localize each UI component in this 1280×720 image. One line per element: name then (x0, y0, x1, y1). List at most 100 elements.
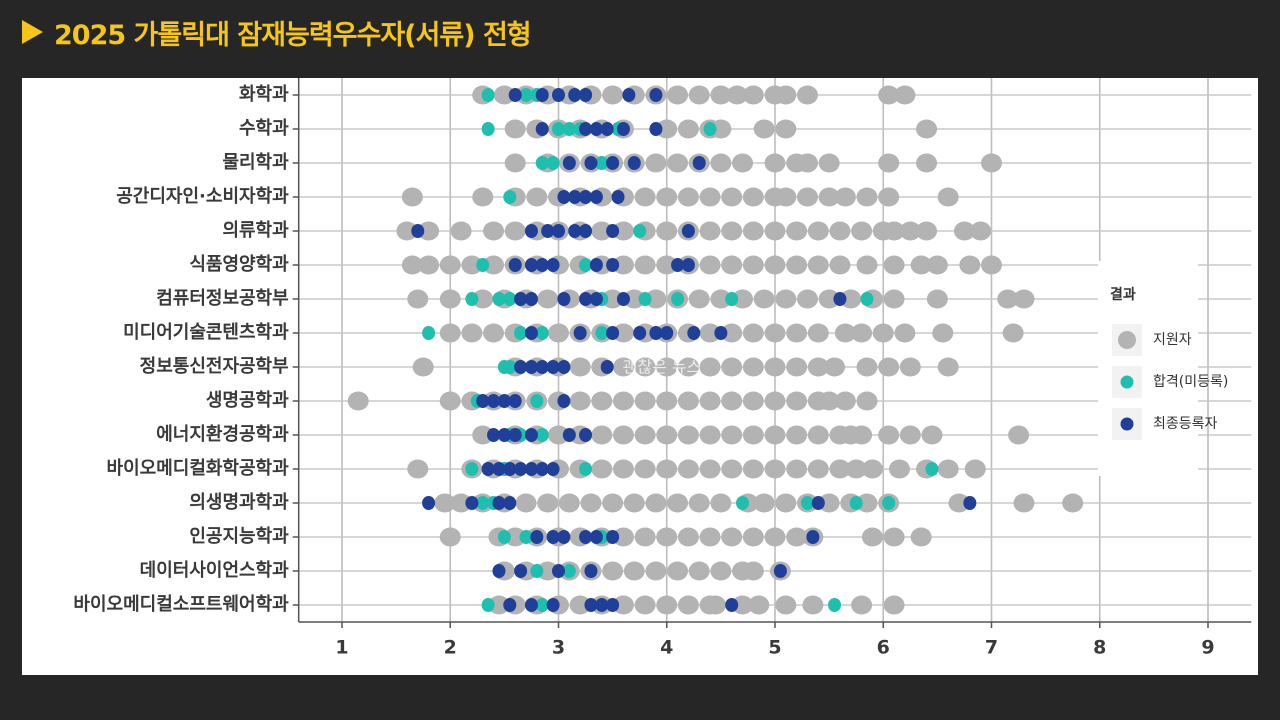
point (878, 357, 900, 377)
point (899, 357, 921, 377)
point (710, 561, 732, 581)
point (546, 360, 560, 374)
y-tick-label: 컴퓨터정보공학부 (156, 287, 288, 309)
point (732, 595, 754, 615)
point (851, 425, 873, 445)
point (699, 527, 721, 547)
y-tick-label: 의류학과 (222, 219, 289, 241)
point (916, 119, 938, 139)
point (569, 357, 591, 377)
point (726, 85, 748, 105)
point (535, 88, 549, 102)
point (786, 459, 808, 479)
point (688, 85, 710, 105)
point (548, 425, 569, 445)
point (537, 289, 559, 309)
point (612, 357, 634, 377)
point (612, 323, 634, 343)
point (807, 255, 829, 275)
point (347, 391, 369, 411)
point (899, 221, 921, 241)
point (775, 187, 797, 207)
point (851, 221, 873, 241)
point (710, 119, 732, 139)
point (721, 323, 743, 343)
x-tick-label: 5 (768, 637, 781, 659)
point (530, 530, 544, 544)
point (677, 391, 699, 411)
point (677, 527, 699, 547)
point (535, 462, 549, 476)
point (796, 153, 818, 173)
point (634, 527, 656, 547)
point (742, 459, 764, 479)
point (688, 561, 710, 581)
point (476, 394, 490, 408)
point (503, 292, 517, 306)
point (645, 153, 667, 173)
point (535, 122, 549, 136)
point (953, 221, 975, 241)
point (422, 496, 436, 510)
point (764, 323, 786, 343)
point (633, 326, 647, 340)
point (725, 292, 739, 306)
point (818, 153, 840, 173)
point (418, 221, 440, 241)
point (634, 459, 656, 479)
y-tick-label: 바이오메디컬소프트웨어학과 (73, 593, 289, 615)
point (602, 561, 624, 581)
point (667, 85, 689, 105)
point (878, 85, 900, 105)
point (703, 122, 717, 136)
point (721, 459, 743, 479)
point (546, 598, 560, 612)
point (725, 598, 739, 612)
point (579, 190, 593, 204)
point (600, 122, 614, 136)
x-tick-label: 2 (444, 637, 457, 659)
point (807, 323, 829, 343)
y-tick-label: 식품영양학과 (189, 253, 289, 275)
point (970, 221, 992, 241)
point (742, 221, 764, 241)
point (656, 595, 678, 615)
point (519, 88, 533, 102)
y-tick-label: 생명공학과 (206, 389, 289, 411)
point (829, 255, 851, 275)
point (503, 598, 517, 612)
point (535, 258, 549, 272)
point (401, 255, 423, 275)
point (721, 527, 743, 547)
point (481, 122, 495, 136)
point (434, 493, 456, 513)
point (959, 255, 981, 275)
point (600, 360, 614, 374)
point (856, 493, 878, 513)
point (503, 190, 517, 204)
point (562, 156, 576, 170)
point (524, 224, 538, 238)
point (786, 221, 808, 241)
point (699, 391, 721, 411)
point (932, 323, 954, 343)
point (667, 561, 689, 581)
point (834, 391, 856, 411)
point (481, 598, 495, 612)
point (526, 187, 548, 207)
point (964, 459, 986, 479)
point (612, 255, 634, 275)
point (497, 530, 511, 544)
point (524, 258, 538, 272)
point (573, 326, 587, 340)
point (584, 156, 598, 170)
point (488, 595, 510, 615)
point (439, 391, 461, 411)
point (656, 255, 678, 275)
point (557, 190, 571, 204)
point (465, 462, 479, 476)
point (748, 595, 770, 615)
point (623, 493, 645, 513)
point (773, 564, 787, 578)
point (775, 595, 797, 615)
